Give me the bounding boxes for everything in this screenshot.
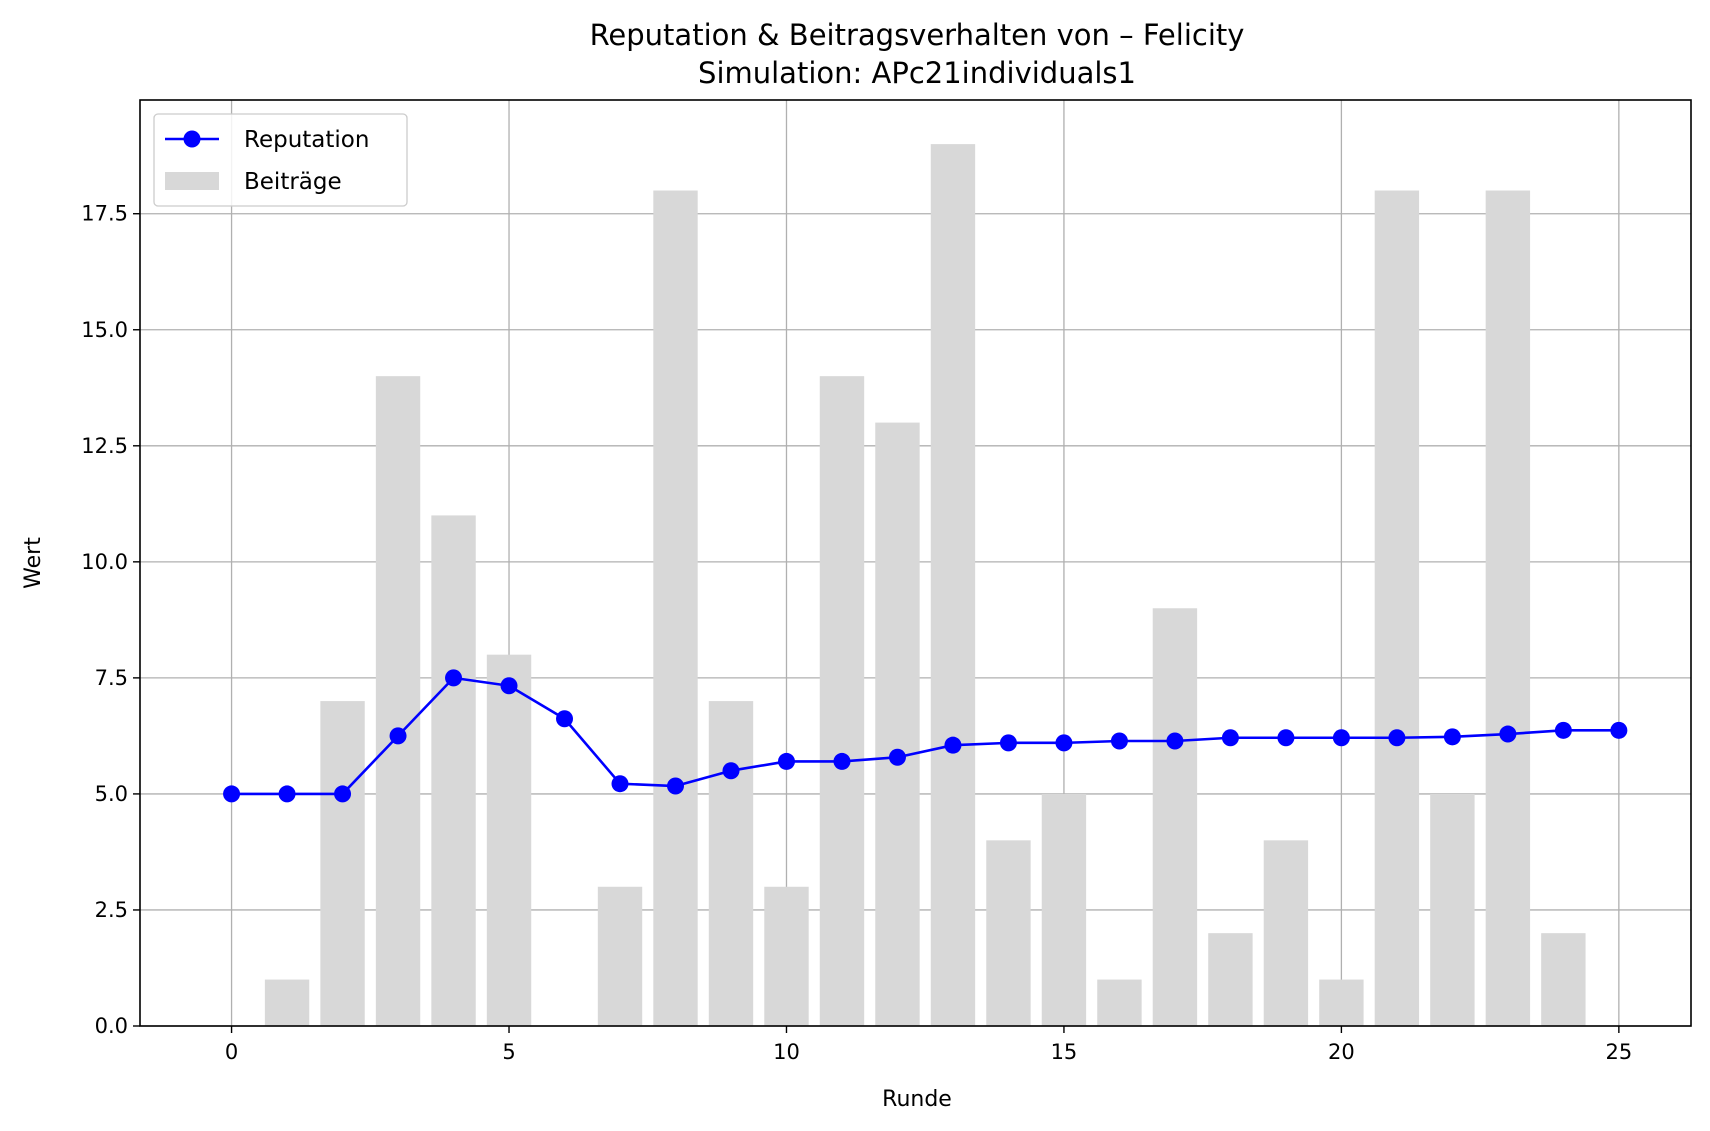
bar-beitraege-18 — [1208, 933, 1253, 1026]
bar-beitraege-9 — [708, 701, 754, 1026]
reputation-point-24 — [1554, 721, 1572, 739]
reputation-point-16 — [1110, 732, 1128, 750]
bar-beitraege-4 — [431, 515, 476, 1026]
legend-marker-icon — [183, 130, 201, 148]
bar-beitraege-14 — [986, 840, 1031, 1026]
legend-label-beitraege: Beiträge — [244, 169, 342, 195]
y-tick-label: 15.0 — [81, 318, 128, 342]
x-tick-label: 15 — [1051, 1040, 1078, 1064]
reputation-point-15 — [1055, 734, 1073, 752]
reputation-point-3 — [389, 727, 407, 745]
bar-beitraege-10 — [764, 886, 809, 1026]
reputation-point-5 — [500, 677, 518, 695]
bar-beitraege-20 — [1319, 979, 1364, 1026]
reputation-point-14 — [999, 734, 1017, 752]
reputation-point-17 — [1166, 732, 1184, 750]
legend-label-reputation: Reputation — [244, 127, 369, 153]
bar-beitraege-7 — [597, 886, 643, 1026]
bar-beitraege-16 — [1097, 979, 1142, 1026]
y-axis-label: Wert — [21, 537, 46, 589]
x-axis-label: Runde — [882, 1087, 952, 1112]
reputation-point-2 — [334, 785, 352, 803]
reputation-line — [231, 676, 1619, 796]
legend-bar-swatch-icon — [165, 172, 219, 190]
y-tick-label: 7.5 — [95, 666, 128, 690]
reputation-point-20 — [1332, 729, 1350, 747]
bar-beitraege-17 — [1152, 608, 1198, 1026]
bar-beitraege-21 — [1374, 190, 1420, 1026]
x-tick-label: 25 — [1605, 1040, 1632, 1064]
reputation-point-18 — [1221, 729, 1239, 747]
bar-beitraege-23 — [1485, 190, 1531, 1026]
bar-beitraege-12 — [875, 422, 920, 1026]
bar-beitraege-8 — [653, 190, 698, 1026]
chart-title: Reputation & Beitragsverhalten von – Fel… — [590, 18, 1245, 52]
reputation-point-1 — [278, 785, 296, 803]
bar-beitraege-22 — [1430, 793, 1475, 1026]
reputation-point-21 — [1388, 729, 1406, 747]
y-axis-ticks: 0.0 2.5 5.0 7.5 10.0 12.5 15.0 17.5 — [81, 202, 140, 1038]
reputation-point-12 — [888, 748, 906, 766]
x-axis-ticks: 0 5 10 15 20 25 — [225, 1026, 1632, 1064]
reputation-point-25 — [1610, 721, 1628, 739]
x-tick-label: 10 — [773, 1040, 800, 1064]
bar-beitraege-24 — [1541, 933, 1586, 1026]
y-tick-label: 10.0 — [81, 550, 128, 574]
legend: Reputation Beiträge — [153, 113, 408, 207]
reputation-point-0 — [223, 785, 241, 803]
bar-beitraege-13 — [930, 144, 976, 1027]
reputation-point-13 — [944, 736, 962, 754]
reputation-point-7 — [611, 775, 629, 793]
y-tick-label: 12.5 — [81, 434, 128, 458]
bar-series-beitraege — [264, 144, 1586, 1027]
reputation-point-6 — [556, 710, 574, 728]
y-tick-label: 2.5 — [95, 898, 128, 922]
bar-beitraege-19 — [1263, 840, 1309, 1026]
reputation-point-23 — [1499, 725, 1517, 743]
y-tick-label: 17.5 — [81, 202, 128, 226]
plot-area-frame — [139, 99, 1692, 1027]
reputation-point-8 — [666, 777, 684, 795]
line-series-reputation — [223, 669, 1628, 803]
reputation-point-4 — [445, 669, 463, 687]
x-tick-label: 0 — [225, 1040, 238, 1064]
bar-beitraege-3 — [375, 376, 421, 1027]
bar-beitraege-2 — [320, 701, 365, 1026]
x-tick-label: 5 — [502, 1040, 515, 1064]
x-tick-label: 20 — [1328, 1040, 1355, 1064]
reputation-point-19 — [1277, 729, 1295, 747]
bar-beitraege-5 — [486, 654, 532, 1026]
bar-beitraege-11 — [819, 376, 865, 1027]
y-tick-label: 5.0 — [95, 782, 128, 806]
reputation-point-22 — [1443, 728, 1461, 746]
bar-beitraege-1 — [264, 979, 310, 1026]
reputation-point-11 — [833, 752, 851, 770]
reputation-point-9 — [722, 762, 740, 780]
y-tick-label: 0.0 — [95, 1014, 128, 1038]
reputation-point-10 — [777, 752, 795, 770]
bar-beitraege-15 — [1041, 793, 1087, 1026]
chart-subtitle: Simulation: APc21individuals1 — [698, 56, 1136, 90]
